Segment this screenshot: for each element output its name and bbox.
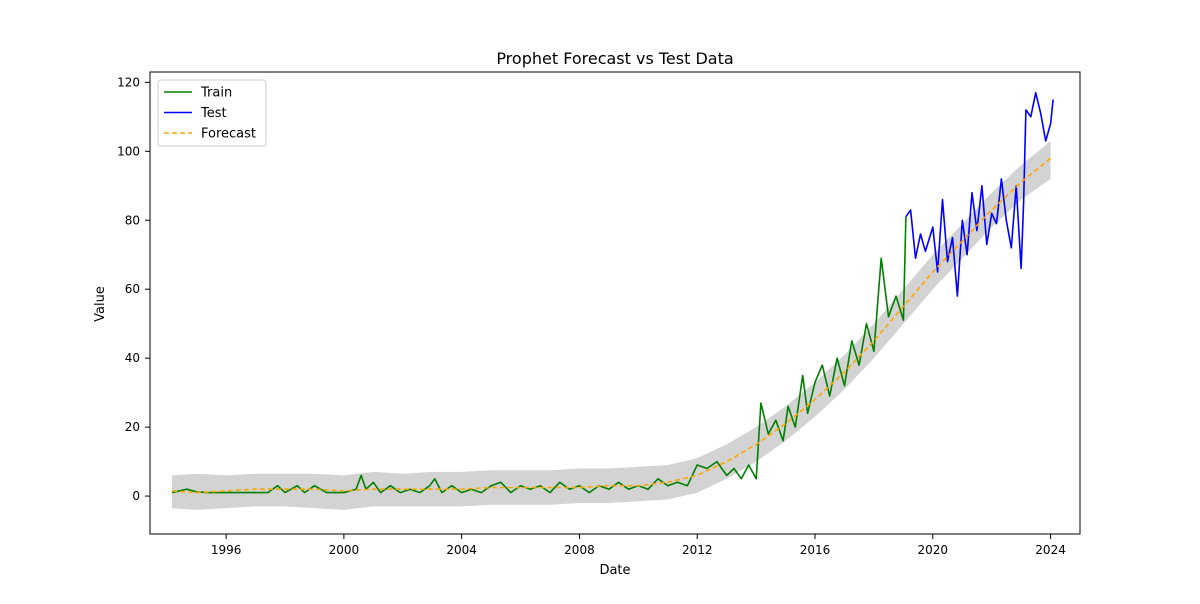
y-tick-label: 20 <box>125 420 140 434</box>
x-axis-label: Date <box>599 563 630 578</box>
legend: Train Test Forecast <box>157 79 267 147</box>
x-tick-label: 2004 <box>446 543 477 557</box>
y-axis-label: Value <box>93 286 108 322</box>
y-tick-label: 60 <box>125 282 140 296</box>
chart-title: Prophet Forecast vs Test Data <box>496 49 733 68</box>
series-line-train <box>171 216 907 494</box>
axes: 1996 2000 2004 2008 2012 2016 2020 2024 0 20 40 60 8… <box>117 71 1081 557</box>
x-tick-label: 2016 <box>800 543 831 557</box>
x-tick-label: 2012 <box>682 543 713 557</box>
x-tick-label: 2000 <box>329 543 360 557</box>
legend-label-forecast: Forecast <box>201 127 256 142</box>
legend-box <box>157 79 267 147</box>
y-tick-label: 120 <box>117 75 140 89</box>
series-line-test <box>905 91 1054 297</box>
y-tick-label: 40 <box>125 351 140 365</box>
plot-area <box>171 91 1054 510</box>
y-tick-label: 100 <box>117 144 140 158</box>
forecast-interval-band <box>172 141 1051 510</box>
y-tick-label: 80 <box>125 213 140 227</box>
legend-label-test: Test <box>200 106 227 121</box>
x-tick-label: 2024 <box>1035 543 1066 557</box>
y-tick-label: 0 <box>132 489 140 503</box>
legend-label-train: Train <box>200 86 232 101</box>
x-tick-label: 1996 <box>211 543 242 557</box>
x-tick-label: 2008 <box>564 543 595 557</box>
x-tick-label: 2020 <box>918 543 949 557</box>
axes-frame <box>149 71 1081 535</box>
series-line-forecast <box>171 157 1052 494</box>
